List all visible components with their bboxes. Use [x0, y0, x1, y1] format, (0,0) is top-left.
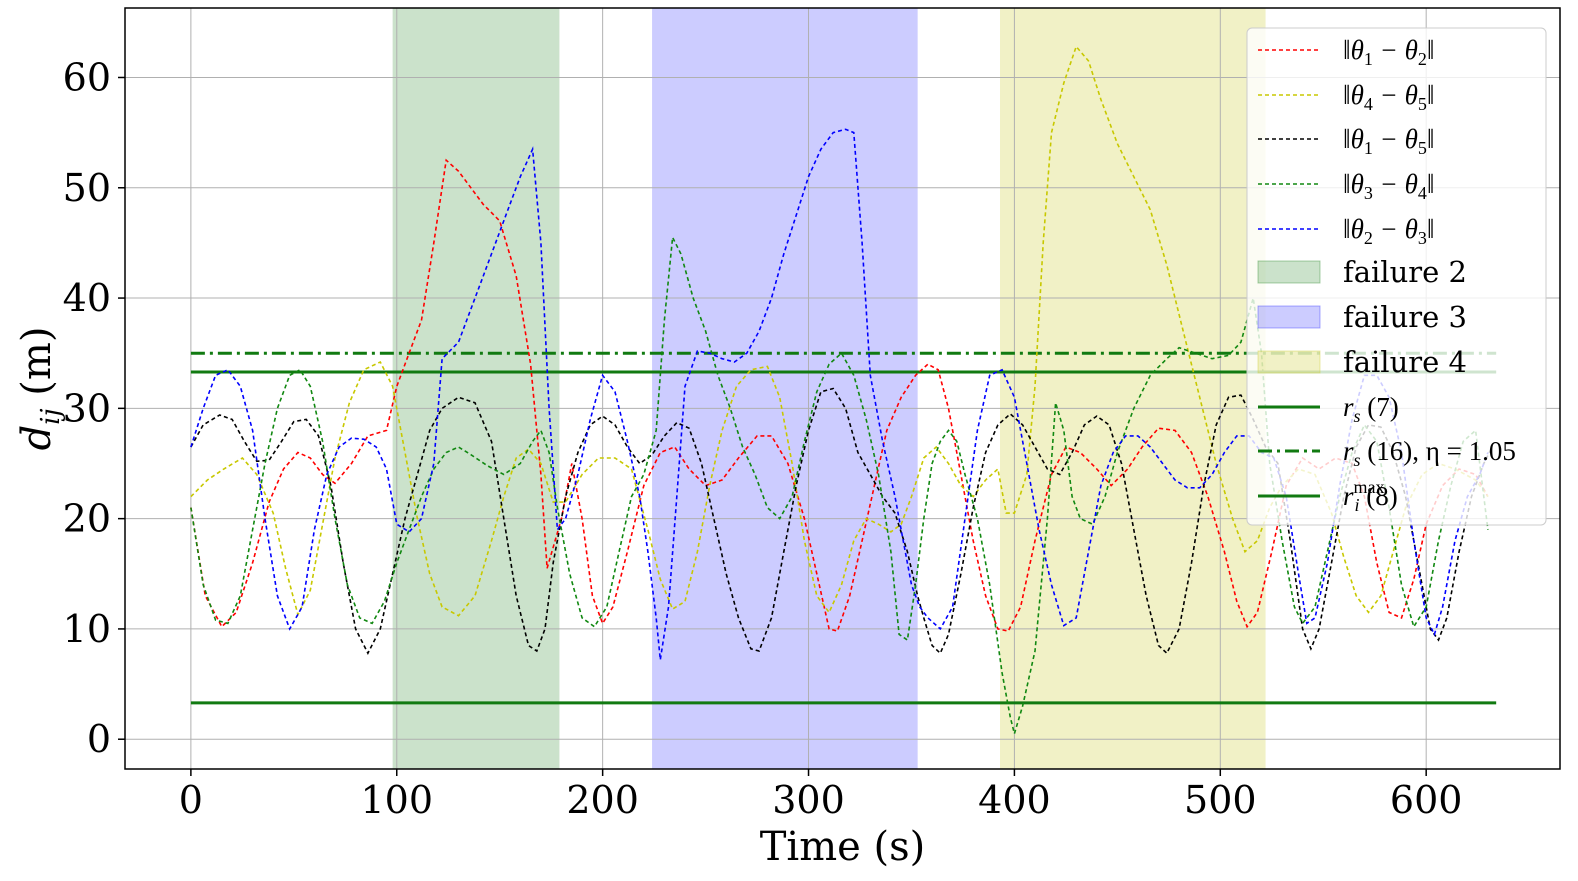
y-axis-label: dij (m) — [14, 327, 66, 451]
legend-label: rs (16), η = 1.05 — [1343, 436, 1516, 470]
legend-label: ‖θ4 − θ5‖ — [1343, 80, 1434, 114]
legend-label: ‖θ1 − θ2‖ — [1343, 35, 1434, 69]
series-line-d34 — [190, 234, 1489, 737]
legend-entry: ‖θ4 − θ5‖ — [1258, 80, 1434, 114]
x-tick-label: 300 — [772, 778, 845, 822]
shaded-region-3 — [1000, 8, 1266, 769]
legend-swatch — [1257, 305, 1321, 329]
legend-entry: ‖θ3 − θ4‖ — [1258, 169, 1434, 203]
x-tick-label: 200 — [566, 778, 639, 822]
y-tick-label: 50 — [63, 166, 111, 210]
x-ticks: 0 100 200 300 400 500 600 — [179, 769, 1463, 822]
series-line-d12 — [190, 158, 1489, 633]
y-tick-label: 60 — [63, 55, 111, 99]
legend-box — [1246, 27, 1547, 526]
legend-entry: failure 2 — [1257, 255, 1467, 289]
x-tick-label: 0 — [179, 778, 203, 822]
legend-entry: rs (16), η = 1.05 — [1258, 436, 1516, 470]
y-tick-label: 0 — [87, 717, 111, 761]
legend-label: rmax i (8) — [1343, 477, 1398, 515]
plot-frame — [124, 7, 1561, 770]
legend-label: ‖θ2 − θ3‖ — [1343, 214, 1434, 248]
legend-swatch — [1257, 260, 1321, 284]
legend-entry: ‖θ1 − θ2‖ — [1258, 35, 1434, 69]
legend-label: ‖θ3 − θ4‖ — [1343, 169, 1434, 203]
legend-label: failure 4 — [1343, 345, 1467, 379]
y-axis-label-unit: (m) — [14, 327, 60, 409]
x-tick-label: 400 — [978, 778, 1051, 822]
shaded-regions — [392, 8, 1266, 769]
legend-entry: failure 4 — [1257, 345, 1467, 379]
y-tick-label: 10 — [63, 607, 111, 651]
x-tick-label: 500 — [1184, 778, 1257, 822]
legend-entry: failure 3 — [1257, 300, 1467, 334]
shaded-region-1 — [392, 8, 560, 769]
y-tick-label: 40 — [63, 276, 111, 320]
legend: ‖θ1 − θ2‖ ‖θ4 − θ5‖ ‖θ1 − θ5‖ ‖θ3 − θ4‖ ‖θ2 … — [1246, 27, 1547, 526]
legend-entry: rs (7) — [1258, 392, 1399, 426]
legend-entry: ‖θ1 − θ5‖ — [1258, 124, 1434, 158]
legend-entry: rmax i (8) — [1258, 477, 1398, 515]
y-axis-label-sub: ij — [36, 408, 66, 424]
y-axis-label-main: d — [14, 425, 60, 451]
legend-label: ‖θ1 − θ5‖ — [1343, 124, 1434, 158]
y-ticks: 0 10 20 30 40 50 60 — [63, 55, 125, 761]
shaded-region-2 — [652, 8, 918, 769]
y-tick-label: 30 — [63, 386, 111, 430]
series-line-d45 — [190, 45, 1489, 617]
legend-label: failure 2 — [1343, 255, 1467, 289]
x-tick-label: 100 — [360, 778, 433, 822]
legend-label: failure 3 — [1343, 300, 1467, 334]
legend-entry: ‖θ2 − θ3‖ — [1258, 214, 1434, 248]
legend-swatch — [1257, 350, 1321, 374]
y-tick-label: 20 — [63, 497, 111, 541]
legend-label: rs (7) — [1343, 392, 1399, 426]
x-tick-label: 600 — [1390, 778, 1463, 822]
x-axis-label: Time (s) — [760, 824, 926, 870]
series-line-d15 — [190, 387, 1493, 655]
